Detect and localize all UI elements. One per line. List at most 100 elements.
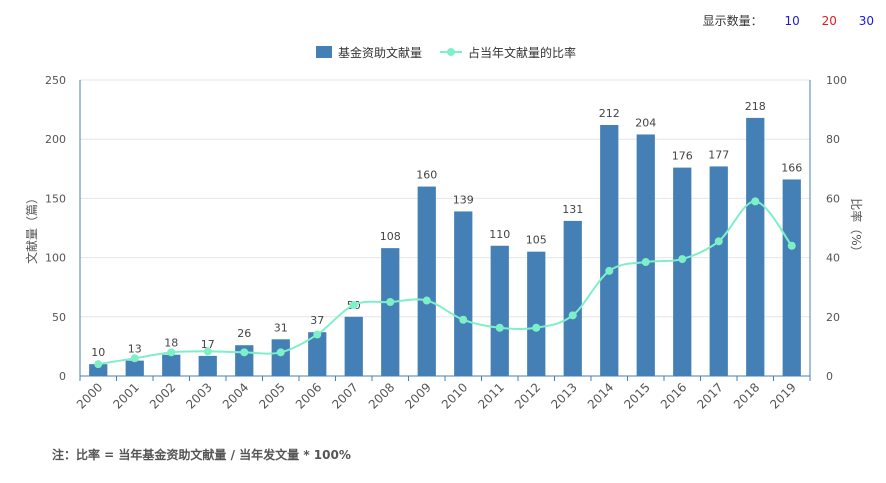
ratio-point <box>568 311 577 320</box>
bar <box>454 211 473 376</box>
bar-value-label: 218 <box>745 100 766 113</box>
ratio-point <box>130 354 139 363</box>
y-axis-right-title: 比率（%） <box>849 198 864 257</box>
y-tick-label-right: 20 <box>826 311 840 324</box>
bar <box>746 117 765 376</box>
bar <box>162 354 181 376</box>
bar-value-label: 176 <box>672 150 693 163</box>
y-tick-label-left: 150 <box>45 192 66 205</box>
ratio-point <box>167 348 176 357</box>
y-tick-label-right: 0 <box>826 370 833 383</box>
ratio-point <box>94 360 103 369</box>
legend-bar-label: 基金资助文献量 <box>338 45 422 60</box>
ratio-point <box>787 241 796 250</box>
bar-value-label: 17 <box>201 338 215 351</box>
y-tick-label-left: 0 <box>59 370 66 383</box>
legend-line-marker <box>447 48 455 56</box>
ratio-point <box>605 266 614 275</box>
x-tick-label: 2013 <box>548 380 579 411</box>
ratio-point <box>240 348 249 357</box>
x-tick-label: 2018 <box>731 380 762 411</box>
bar-value-label: 177 <box>708 148 729 161</box>
bar <box>709 166 728 376</box>
ratio-point <box>532 323 541 332</box>
display-count-option-20[interactable]: 20 <box>821 14 837 28</box>
bar <box>308 332 327 376</box>
x-tick-label: 2006 <box>293 380 324 411</box>
x-tick-label: 2015 <box>621 380 652 411</box>
x-tick-label: 2003 <box>183 380 214 411</box>
bar-value-label: 131 <box>562 203 583 216</box>
ratio-point <box>422 296 431 305</box>
bar <box>417 186 436 376</box>
x-tick-label: 2002 <box>147 380 178 411</box>
bar-value-label: 37 <box>310 314 324 327</box>
legend-line-label: 占当年文献量的比率 <box>468 45 576 60</box>
display-count-option-10[interactable]: 10 <box>784 14 800 28</box>
x-tick-label: 2001 <box>110 380 141 411</box>
ratio-point <box>678 255 687 264</box>
bar-value-label: 108 <box>380 230 401 243</box>
chart-footnote: 注：比率 = 当年基金资助文献量 / 当年发文量 * 100% <box>52 448 351 462</box>
bar <box>673 167 692 376</box>
bar-value-label: 166 <box>781 161 802 174</box>
bar-value-label: 10 <box>91 346 105 359</box>
x-tick-label: 2011 <box>475 380 506 411</box>
y-tick-label-right: 60 <box>826 192 840 205</box>
display-count-label: 显示数量： <box>702 14 763 28</box>
ratio-point <box>386 298 395 306</box>
display-count-option-30[interactable]: 30 <box>858 14 874 28</box>
bar <box>600 124 619 376</box>
ratio-point <box>751 197 760 206</box>
bar <box>271 339 290 376</box>
bar-value-label: 160 <box>416 169 437 182</box>
x-tick-label: 2004 <box>220 380 251 411</box>
ratio-point <box>495 323 504 332</box>
y-tick-label-left: 250 <box>45 74 66 87</box>
ratio-point <box>714 237 723 246</box>
y-tick-label-right: 100 <box>826 74 847 87</box>
x-tick-label: 2016 <box>658 380 689 411</box>
bar-value-label: 13 <box>128 343 142 356</box>
bar <box>89 364 108 376</box>
ratio-point <box>203 347 212 356</box>
funding-chart: 基金资助文献量 占当年文献量的比率 文献量（篇） 比率（%） 10 13 18 17 2… <box>24 45 864 412</box>
x-tick-label: 2019 <box>767 380 798 411</box>
y-tick-label-right: 80 <box>826 133 840 146</box>
ratio-point <box>459 315 468 324</box>
bar-value-label: 18 <box>164 337 178 350</box>
bar <box>782 179 801 376</box>
bar <box>490 245 509 376</box>
bar-value-label: 139 <box>453 193 474 206</box>
x-tick-label: 2017 <box>694 380 725 411</box>
y-axis-left-title: 文献量（篇） <box>24 192 39 264</box>
ratio-point <box>313 330 322 339</box>
y-tick-label-left: 200 <box>45 133 66 146</box>
x-tick-label: 2000 <box>74 380 105 411</box>
ratio-point <box>349 300 358 309</box>
x-tick-label: 2009 <box>402 380 433 411</box>
bar <box>563 220 582 376</box>
y-tick-label-left: 50 <box>52 311 66 324</box>
x-tick-label: 2008 <box>366 380 397 411</box>
x-tick-label: 2005 <box>256 380 287 411</box>
y-tick-label-left: 100 <box>45 252 66 265</box>
bar <box>381 248 400 376</box>
bar-value-label: 204 <box>635 116 656 129</box>
x-tick-label: 2012 <box>512 380 543 411</box>
bar-value-label: 105 <box>526 234 547 247</box>
bar-value-label: 26 <box>237 327 251 340</box>
legend-bar-swatch <box>316 46 332 58</box>
x-tick-label: 2014 <box>585 380 616 411</box>
ratio-point <box>641 258 650 267</box>
x-tick-label: 2010 <box>439 380 470 411</box>
y-tick-label-right: 40 <box>826 252 840 265</box>
bar-value-label: 110 <box>489 228 510 241</box>
bar <box>636 134 655 376</box>
bar <box>344 316 363 376</box>
bar-value-label: 31 <box>274 321 288 334</box>
ratio-point <box>276 348 285 357</box>
bar <box>198 355 217 376</box>
bar <box>125 360 144 376</box>
chart-legend: 基金资助文献量 占当年文献量的比率 <box>316 45 576 60</box>
